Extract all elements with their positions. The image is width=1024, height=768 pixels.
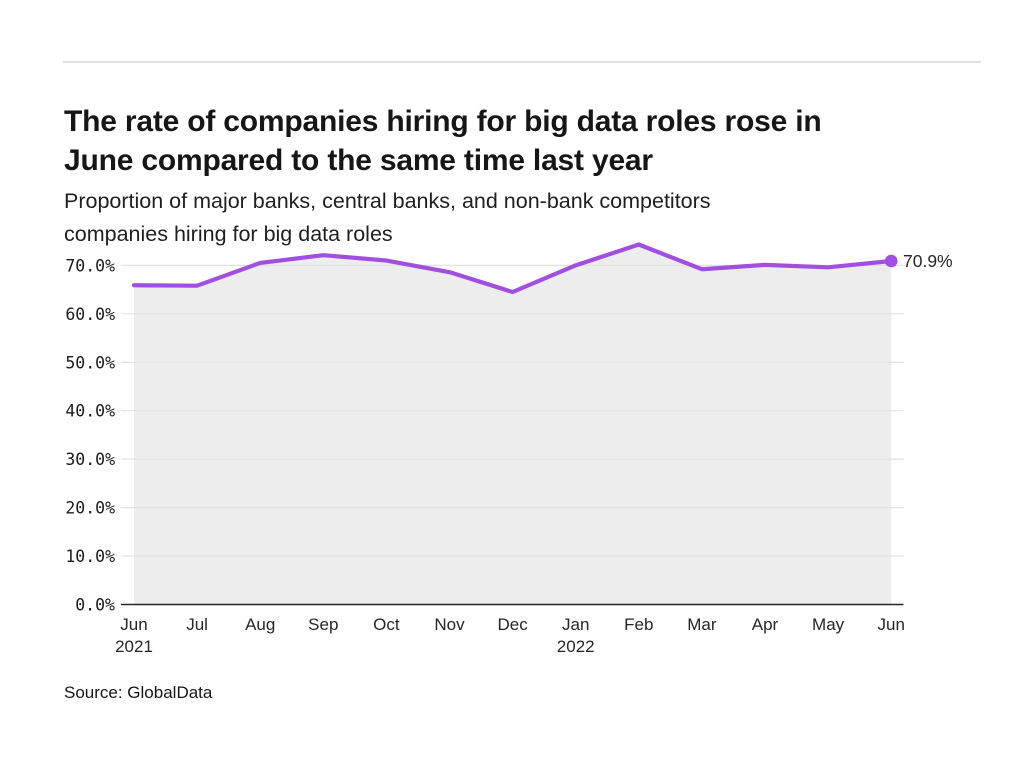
x-axis-year-label: 2022 [557, 637, 595, 656]
x-axis-tick-label: Nov [434, 615, 465, 634]
y-axis-tick-label: 20.0% [65, 499, 115, 518]
chart-subtitle: Proportion of major banks, central banks… [64, 185, 964, 251]
x-axis-tick-label: Apr [752, 615, 779, 634]
y-axis-tick-label: 10.0% [65, 547, 115, 566]
x-axis-tick-label: Aug [245, 615, 275, 634]
x-axis-tick-label: Feb [624, 615, 653, 634]
line-series [131, 242, 894, 295]
x-axis-year-label: 2021 [115, 637, 153, 656]
page-title-line-2: June compared to the same time last year [64, 144, 653, 178]
end-point-dot [884, 254, 898, 268]
end-point-label: 70.9% [903, 251, 953, 271]
x-axis-tick-label: May [812, 615, 845, 634]
chart-subtitle-line-2: companies hiring for big data roles [64, 221, 393, 246]
x-axis-tick-label: Jul [186, 615, 208, 634]
page-title-line-1: The rate of companies hiring for big dat… [64, 105, 822, 139]
y-axis-tick-label: 50.0% [65, 353, 115, 372]
x-axis-tick-label: Dec [497, 615, 528, 634]
x-axis-tick-label: Jun [120, 615, 147, 634]
y-axis-tick-label: 60.0% [65, 305, 115, 324]
top-divider [63, 61, 981, 63]
x-axis-tick-label: Mar [687, 615, 717, 634]
source-caption: Source: GlobalData [64, 683, 213, 702]
chart-subtitle-line-1: Proportion of major banks, central banks… [64, 188, 711, 213]
area-fill [134, 244, 892, 605]
y-axis-tick-label: 30.0% [65, 450, 115, 469]
x-axis-tick-label: Sep [308, 615, 338, 634]
y-axis-tick-label: 0.0% [75, 596, 115, 615]
x-axis-tick-label: Oct [373, 615, 400, 634]
y-axis-tick-label: 70.0% [65, 256, 115, 275]
x-axis-tick-label: Jun [877, 615, 904, 634]
page-title: The rate of companies hiring for big dat… [64, 102, 964, 180]
x-axis-tick-label: Jan [562, 615, 589, 634]
y-axis-tick-label: 40.0% [65, 402, 115, 421]
